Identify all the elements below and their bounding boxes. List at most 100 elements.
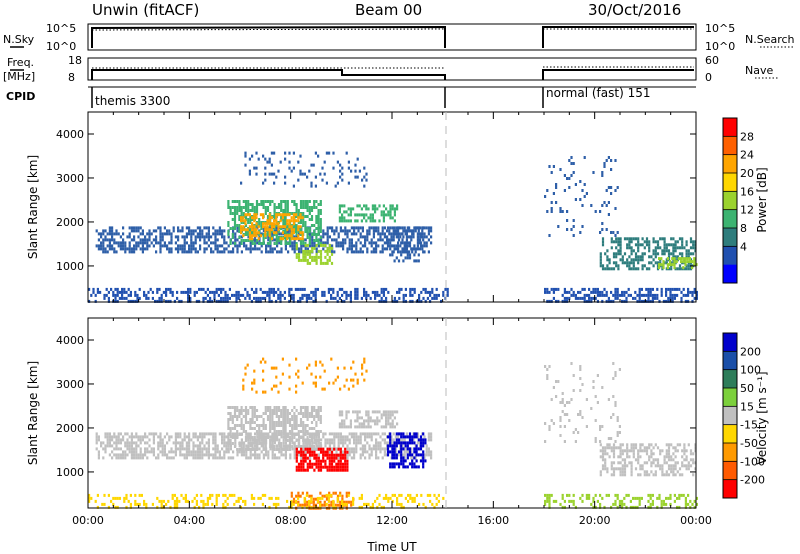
velocity-cell [328,456,331,460]
velocity-cell [300,450,303,454]
power-cell [190,250,193,254]
power-cell [297,299,300,303]
velocity-cell [264,442,267,445]
velocity-cell [253,415,256,418]
velocity-cell [367,419,370,423]
power-cell [275,222,278,226]
power-cell [214,241,217,245]
velocity-cell [625,493,628,497]
power-cell [299,213,302,217]
velocity-cell [300,462,303,466]
power-cell [111,235,114,239]
power-cell [271,230,274,233]
power-cell [273,247,276,251]
velocity-cell [367,422,370,426]
velocity-cell [269,435,272,439]
velocity-cell [250,496,253,500]
power-cell [308,206,311,209]
power-cell [342,247,345,251]
velocity-cell [689,464,693,468]
velocity-cell [687,461,690,465]
velocity-cell [415,435,418,439]
velocity-cell [621,499,624,503]
velocity-cell [251,406,254,409]
velocity-cell [295,421,298,424]
velocity-cell [141,453,144,457]
velocity-cell [310,494,313,498]
velocity-cell [619,470,622,474]
power-cell [260,227,263,230]
power-cell [643,240,646,244]
power-cell [319,172,322,176]
velocity-cell [315,415,318,418]
power-cell [628,261,631,265]
power-cell [548,299,551,303]
velocity-cell [626,464,629,468]
velocity-cell [293,433,296,436]
power-cell [301,234,304,238]
power-cell [286,219,289,223]
velocity-cell [305,493,308,497]
power-cell [268,157,271,161]
velocity-cell [397,450,401,454]
power-cell [430,229,433,233]
power-cell [592,171,595,174]
power-cell [152,229,155,233]
power-cell [430,226,433,230]
velocity-cell [288,375,291,379]
power-cell [97,247,100,251]
velocity-cell [343,419,346,423]
velocity-cell [145,502,148,506]
power-cell [359,250,362,254]
velocity-cell [277,390,280,394]
velocity-cell [267,450,270,454]
power-cell [674,249,677,253]
power-cell [433,296,436,300]
velocity-cell [273,441,276,445]
velocity-cell [601,452,605,456]
power-cell [669,296,672,300]
power-cell [402,293,405,297]
velocity-cell [161,453,164,457]
velocity-cell [315,456,318,460]
power-cell [372,235,375,239]
velocity-cell [319,415,322,418]
velocity-cell [118,496,121,500]
power-cell [382,287,385,291]
velocity-cell [379,441,382,445]
power-cell [161,244,164,248]
power-cell [94,299,97,303]
power-cell [332,296,335,300]
velocity-cell [216,450,219,454]
velocity-cell [112,502,115,506]
power-cell [338,287,341,291]
velocity-cell [229,415,232,418]
power-cell [603,165,606,168]
velocity-cell [179,447,182,451]
power-cell [297,255,301,259]
velocity-cell [229,442,232,445]
power-cell [306,203,309,206]
power-cell [353,229,356,233]
velocity-cell [427,435,430,439]
power-cell [298,232,301,236]
power-cell [442,290,445,294]
power-cell [277,236,281,239]
beam-title: Beam 00 [355,1,422,19]
power-cell [303,293,306,297]
power-cell [163,244,166,248]
power-cell [115,241,118,245]
velocity-cell [417,447,420,451]
velocity-cell [264,445,267,448]
velocity-cell [326,456,329,460]
velocity-cell [273,424,276,427]
velocity-cell [430,456,433,460]
velocity-cell [368,453,371,457]
velocity-cell [393,441,396,445]
power-cell [383,232,386,236]
velocity-cell [612,461,616,465]
velocity-cell [238,433,241,436]
velocity-cell [117,435,120,439]
power-cell [682,257,685,261]
power-cell [607,299,610,303]
